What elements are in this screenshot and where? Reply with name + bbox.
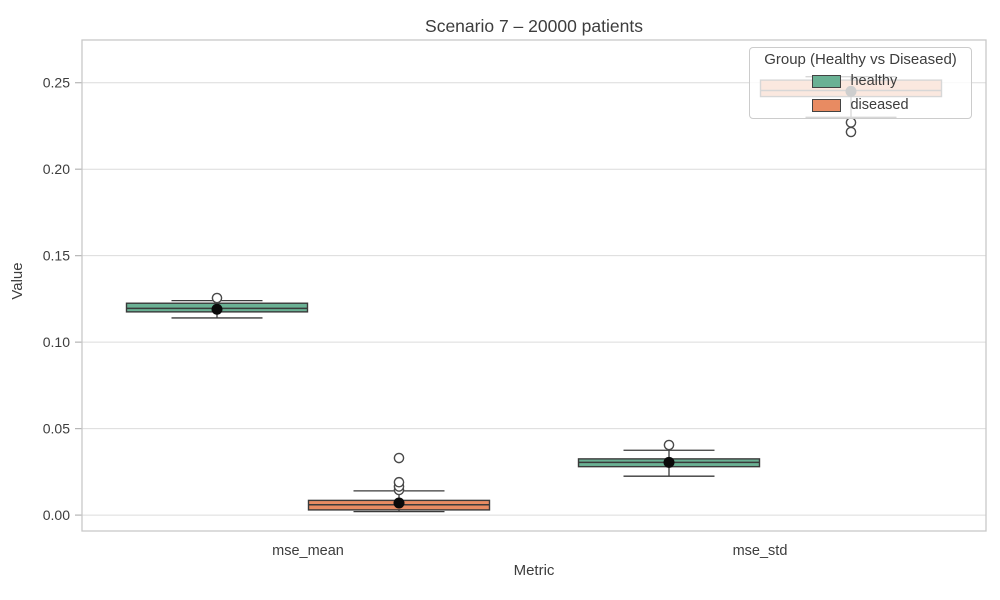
- legend-swatch-diseased-icon: [812, 98, 842, 112]
- mean-point: [663, 456, 675, 468]
- legend-entries: healthy diseased: [812, 73, 909, 113]
- outlier-point: [663, 439, 675, 451]
- outlier-point: [845, 117, 857, 128]
- boxes-layer: [125, 76, 943, 513]
- chart-title: Scenario 7 – 20000 patients: [425, 16, 643, 36]
- legend-label-diseased: diseased: [850, 97, 909, 113]
- y-tick-label: 0.25: [43, 75, 70, 91]
- legend-label-healthy: healthy: [850, 73, 898, 89]
- mean-point: [393, 497, 405, 509]
- legend-entry-diseased: diseased: [812, 97, 909, 113]
- box-healthy-mse_mean: [125, 292, 309, 319]
- box-diseased-mse_mean: [307, 452, 491, 513]
- legend-swatch-healthy-icon: [812, 74, 842, 88]
- x-tick-label: mse_mean: [272, 543, 344, 559]
- y-tick-label: 0.15: [43, 248, 70, 264]
- y-tick-label: 0.20: [43, 161, 70, 177]
- y-tick-label: 0.05: [43, 421, 70, 437]
- outlier-point: [393, 476, 405, 488]
- box-healthy-mse_std: [577, 439, 761, 477]
- outlier-point: [393, 452, 405, 464]
- x-tick-label: mse_std: [733, 543, 788, 559]
- x-axis-label: Metric: [513, 562, 555, 579]
- axes-frame: [81, 39, 987, 532]
- y-tick-label: 0.00: [43, 507, 70, 523]
- axes-layer: 0.00 0.05 0.10 0.15 0.20 0.25: [43, 75, 986, 523]
- legend: Group (Healthy vs Diseased) healthy dise…: [749, 47, 972, 119]
- y-axis-label: Value: [9, 262, 26, 300]
- legend-entry-healthy: healthy: [812, 73, 897, 89]
- outlier-point: [845, 126, 857, 138]
- outlier-point: [211, 292, 223, 304]
- mean-point: [211, 303, 223, 315]
- y-tick-label: 0.10: [43, 334, 70, 350]
- legend-title: Group (Healthy vs Diseased): [764, 51, 957, 68]
